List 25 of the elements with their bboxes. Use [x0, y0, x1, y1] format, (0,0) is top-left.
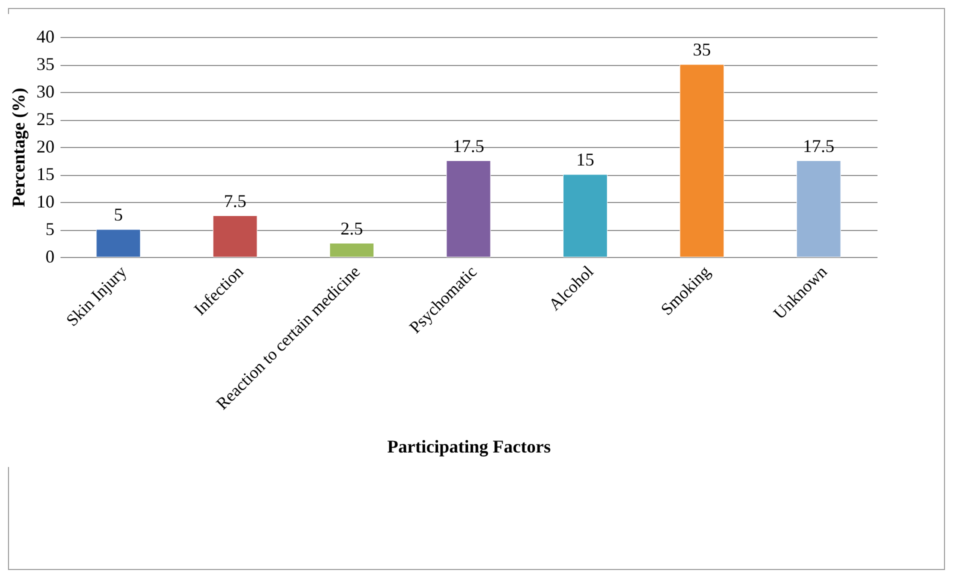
- bar: [96, 229, 141, 258]
- y-tick-label: 20: [36, 136, 54, 156]
- y-tick-label: 15: [36, 164, 54, 184]
- data-label: 2.5: [340, 218, 364, 238]
- y-tick-label: 0: [46, 246, 54, 266]
- data-label: 5: [114, 204, 123, 224]
- data-label: 7.5: [224, 190, 246, 211]
- data-label: 17.5: [802, 136, 834, 156]
- y-tick-label: 35: [36, 54, 54, 74]
- x-axis-title: Participating Factors: [387, 436, 551, 457]
- y-tick-label: 30: [36, 82, 54, 102]
- y-tick-label: 40: [36, 26, 54, 46]
- bar: [680, 64, 724, 258]
- y-axis-title: Percentage (%): [8, 88, 28, 208]
- y-tick-label: 10: [36, 192, 54, 212]
- data-label: 35: [692, 40, 711, 60]
- data-label: 15: [576, 150, 594, 170]
- bar: [330, 243, 374, 258]
- y-tick-label: 5: [46, 219, 54, 239]
- y-tick-label: 25: [36, 109, 54, 129]
- data-label: 17.5: [452, 136, 484, 156]
- bar: [446, 160, 491, 258]
- bar: [562, 174, 608, 258]
- bar: [796, 160, 841, 258]
- bar: [212, 216, 258, 258]
